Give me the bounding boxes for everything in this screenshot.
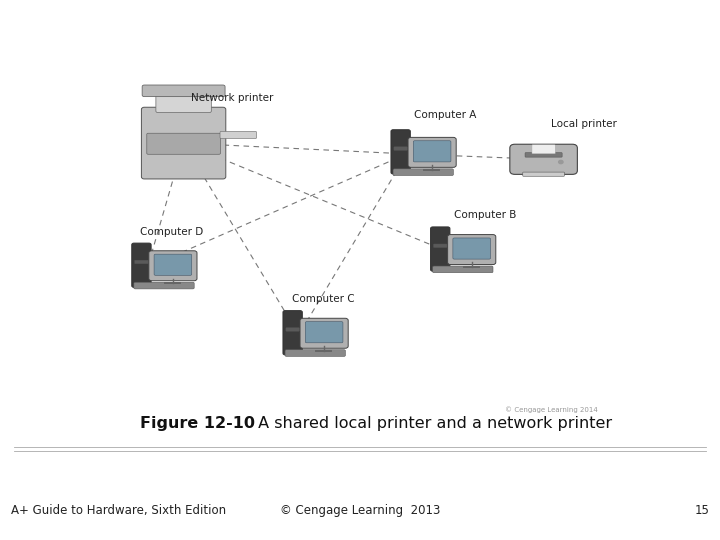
FancyBboxPatch shape: [220, 131, 256, 139]
Text: 15: 15: [694, 504, 709, 517]
FancyBboxPatch shape: [394, 147, 408, 150]
FancyBboxPatch shape: [132, 243, 151, 287]
FancyBboxPatch shape: [147, 133, 220, 154]
FancyBboxPatch shape: [453, 238, 490, 259]
FancyBboxPatch shape: [154, 254, 192, 275]
FancyBboxPatch shape: [300, 318, 348, 348]
FancyBboxPatch shape: [433, 244, 447, 247]
FancyBboxPatch shape: [142, 85, 225, 97]
FancyBboxPatch shape: [431, 227, 450, 271]
Text: A shared local printer and a network printer: A shared local printer and a network pri…: [253, 416, 613, 431]
FancyBboxPatch shape: [135, 260, 148, 264]
FancyBboxPatch shape: [391, 130, 410, 174]
Text: Computer D: Computer D: [140, 226, 204, 237]
Text: © Cengage Learning 2014: © Cengage Learning 2014: [505, 407, 598, 413]
FancyBboxPatch shape: [134, 282, 194, 289]
FancyBboxPatch shape: [408, 137, 456, 167]
Text: Computer A: Computer A: [414, 110, 477, 120]
FancyBboxPatch shape: [433, 266, 493, 273]
Text: © Cengage Learning  2013: © Cengage Learning 2013: [280, 504, 440, 517]
Text: Computer B: Computer B: [454, 210, 516, 220]
Text: Computer C: Computer C: [292, 294, 354, 304]
FancyBboxPatch shape: [141, 107, 226, 179]
FancyBboxPatch shape: [525, 153, 562, 157]
FancyBboxPatch shape: [285, 350, 346, 356]
Text: Local printer: Local printer: [551, 118, 616, 129]
FancyBboxPatch shape: [510, 144, 577, 174]
FancyBboxPatch shape: [523, 172, 564, 176]
FancyBboxPatch shape: [149, 251, 197, 281]
FancyBboxPatch shape: [305, 322, 343, 343]
FancyBboxPatch shape: [283, 310, 302, 355]
FancyBboxPatch shape: [156, 94, 211, 113]
FancyBboxPatch shape: [286, 328, 300, 331]
Text: A+ Guide to Hardware, Sixth Edition: A+ Guide to Hardware, Sixth Edition: [11, 504, 226, 517]
FancyBboxPatch shape: [532, 145, 555, 154]
FancyBboxPatch shape: [448, 234, 496, 265]
FancyBboxPatch shape: [413, 141, 451, 162]
Circle shape: [559, 160, 563, 164]
Text: Network printer: Network printer: [191, 92, 273, 103]
Text: Figure 12-10: Figure 12-10: [140, 416, 256, 431]
FancyBboxPatch shape: [393, 169, 454, 176]
